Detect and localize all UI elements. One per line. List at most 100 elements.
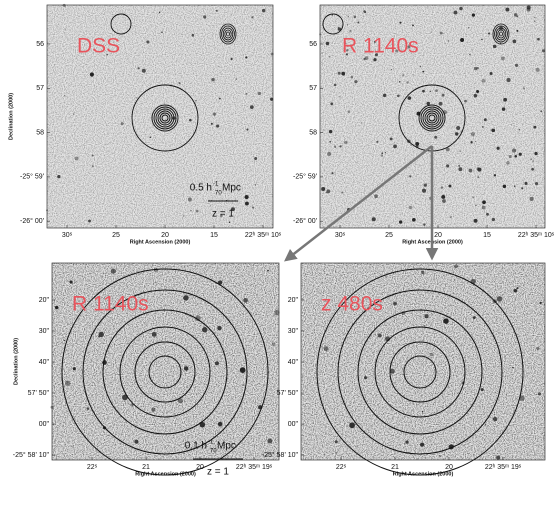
star xyxy=(321,187,325,191)
star xyxy=(245,195,249,199)
x-tick-label: 22ʰ 35ᵐ 10ˢ xyxy=(518,232,554,239)
star xyxy=(203,15,206,18)
star xyxy=(472,14,475,17)
star xyxy=(138,67,140,69)
star xyxy=(469,169,473,173)
y-tick-label: 20" xyxy=(288,297,299,304)
y-tick-label: 30" xyxy=(288,328,299,335)
star xyxy=(493,45,497,49)
star xyxy=(471,132,475,136)
star xyxy=(443,318,449,324)
star xyxy=(540,110,542,112)
star xyxy=(363,58,365,60)
star xyxy=(161,31,163,33)
star xyxy=(423,223,425,225)
y-tick-label: 57 xyxy=(309,85,317,92)
star xyxy=(532,160,534,162)
panel-label: R 1140s xyxy=(342,35,419,58)
star xyxy=(431,32,432,33)
star xyxy=(506,78,510,82)
star xyxy=(494,174,496,176)
star xyxy=(469,53,471,55)
y-tick-label: 20" xyxy=(39,297,50,304)
star xyxy=(219,98,221,100)
star xyxy=(408,96,412,100)
star xyxy=(455,132,458,135)
x-tick-label: 22ʰ 35ᵐ 10ˢ xyxy=(245,232,282,239)
star xyxy=(464,100,467,103)
star xyxy=(250,105,254,109)
star xyxy=(456,126,460,130)
panel-label: z 480s xyxy=(321,293,383,316)
star xyxy=(75,156,79,160)
star xyxy=(430,353,434,357)
star xyxy=(64,340,65,341)
y-tick-label: -25° 58' 10" xyxy=(13,451,50,459)
star xyxy=(481,39,482,40)
star xyxy=(424,184,427,187)
x-tick-label: 20 xyxy=(434,232,442,239)
star xyxy=(422,189,426,193)
y-tick-label: 57' 50" xyxy=(277,390,299,397)
star xyxy=(335,440,338,443)
star xyxy=(183,295,188,300)
star xyxy=(516,30,518,32)
star xyxy=(492,218,495,221)
x-tick-label: 15 xyxy=(210,232,218,239)
star xyxy=(448,185,451,188)
star xyxy=(391,69,392,70)
star xyxy=(349,30,351,32)
star xyxy=(460,38,464,42)
star xyxy=(252,206,254,208)
y-axis-title: Declination (2000) xyxy=(8,93,14,140)
star xyxy=(512,367,514,369)
star xyxy=(524,182,527,185)
star xyxy=(364,376,367,379)
y-tick-label: -25° 59' xyxy=(20,173,44,181)
star xyxy=(422,411,424,413)
star xyxy=(540,302,542,304)
y-tick-label: 58 xyxy=(309,129,317,136)
star xyxy=(477,176,479,178)
star xyxy=(475,204,477,206)
star xyxy=(329,130,332,133)
star xyxy=(476,90,479,93)
star xyxy=(243,384,245,386)
x-axis-title: Right Ascension (2000) xyxy=(393,471,454,477)
star xyxy=(409,175,411,177)
star xyxy=(159,12,160,13)
star xyxy=(393,302,397,306)
star xyxy=(477,67,479,69)
y-tick-label: 57' 50" xyxy=(28,390,50,397)
star xyxy=(246,93,248,95)
star xyxy=(245,202,249,206)
star xyxy=(339,96,340,97)
x-axis-title: Right Ascension (2000) xyxy=(130,239,191,245)
star xyxy=(442,94,445,97)
star xyxy=(526,8,530,12)
star xyxy=(92,155,94,157)
star xyxy=(410,145,411,146)
x-tick-label: 15 xyxy=(483,232,491,239)
star xyxy=(326,42,329,45)
x-tick-label: 30ˢ xyxy=(62,232,73,239)
redshift-text: z = 1 xyxy=(207,467,229,478)
star xyxy=(229,222,230,223)
star xyxy=(402,74,404,76)
star xyxy=(184,366,188,370)
star xyxy=(327,152,331,156)
star xyxy=(258,92,261,95)
x-axis-title: Right Ascension (2000) xyxy=(135,471,196,477)
star xyxy=(502,107,506,111)
star xyxy=(397,94,400,97)
star xyxy=(215,361,219,365)
star xyxy=(450,216,452,218)
star xyxy=(217,326,221,330)
panel-label: DSS xyxy=(77,35,120,58)
star xyxy=(439,455,440,456)
x-tick-label: 21 xyxy=(391,464,399,471)
star xyxy=(102,360,107,365)
star xyxy=(474,219,478,223)
star xyxy=(448,40,450,42)
star xyxy=(430,91,431,92)
